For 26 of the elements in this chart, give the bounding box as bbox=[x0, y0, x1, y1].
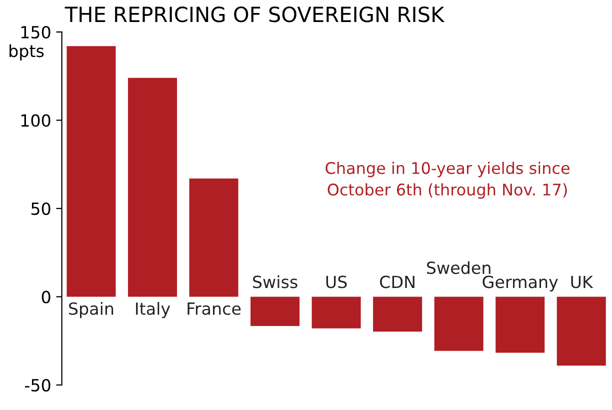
bar bbox=[496, 296, 545, 353]
bar bbox=[128, 78, 177, 297]
x-tick-label: UK bbox=[571, 276, 594, 288]
x-tick-label: Germany bbox=[482, 276, 558, 292]
annotation: Change in 10-year yields since October 6th (through Nov. 17) bbox=[326, 162, 570, 199]
x-tick-label: Italy bbox=[136, 302, 170, 318]
y-tick-label: -50 bbox=[24, 378, 50, 392]
chart-title: THE REPRICING OF SOVEREIGN RISK bbox=[64, 6, 445, 22]
bar bbox=[312, 296, 361, 328]
x-tick-label: Spain bbox=[69, 302, 114, 318]
bar bbox=[373, 296, 422, 332]
bar bbox=[250, 296, 300, 326]
bar bbox=[556, 296, 606, 366]
y-tick-label: 0 bbox=[42, 290, 50, 304]
x-tick-label: CDN bbox=[380, 276, 414, 288]
x-tick-label: France bbox=[188, 302, 241, 315]
bar bbox=[189, 178, 238, 297]
y-tick-label: 100 bbox=[21, 114, 50, 127]
y-tick-label: 150 bbox=[21, 26, 50, 39]
x-tick-label: Sweden bbox=[427, 261, 490, 274]
x-tick-label: Swiss bbox=[253, 275, 298, 288]
y-axis-title: bpts bbox=[10, 44, 44, 60]
bar bbox=[66, 46, 116, 297]
y-tick-label: 50 bbox=[31, 202, 50, 216]
x-tick-label: US bbox=[326, 276, 347, 288]
bar bbox=[434, 296, 484, 351]
